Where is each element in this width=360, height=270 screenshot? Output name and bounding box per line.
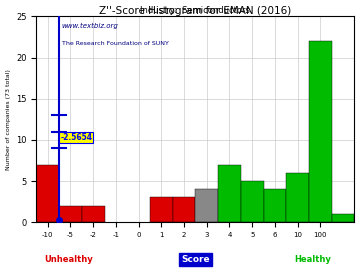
Bar bbox=[150, 197, 173, 222]
Text: Score: Score bbox=[181, 255, 210, 264]
Bar bbox=[82, 206, 104, 222]
Bar bbox=[195, 189, 218, 222]
Bar bbox=[241, 181, 264, 222]
Text: The Research Foundation of SUNY: The Research Foundation of SUNY bbox=[62, 41, 168, 46]
Bar bbox=[332, 214, 355, 222]
Text: Healthy: Healthy bbox=[294, 255, 332, 264]
Text: www.textbiz.org: www.textbiz.org bbox=[62, 22, 119, 29]
Bar bbox=[173, 197, 195, 222]
Bar bbox=[264, 189, 286, 222]
Title: Z''-Score Histogram for EMAN (2016): Z''-Score Histogram for EMAN (2016) bbox=[99, 6, 292, 16]
Bar bbox=[59, 206, 82, 222]
Bar bbox=[309, 41, 332, 222]
Y-axis label: Number of companies (73 total): Number of companies (73 total) bbox=[5, 69, 10, 170]
Text: Industry:  Semiconductors: Industry: Semiconductors bbox=[140, 6, 250, 15]
Bar bbox=[286, 173, 309, 222]
Bar bbox=[36, 164, 59, 222]
Text: -2.5654: -2.5654 bbox=[60, 133, 92, 142]
Text: Unhealthy: Unhealthy bbox=[44, 255, 93, 264]
Bar bbox=[218, 164, 241, 222]
